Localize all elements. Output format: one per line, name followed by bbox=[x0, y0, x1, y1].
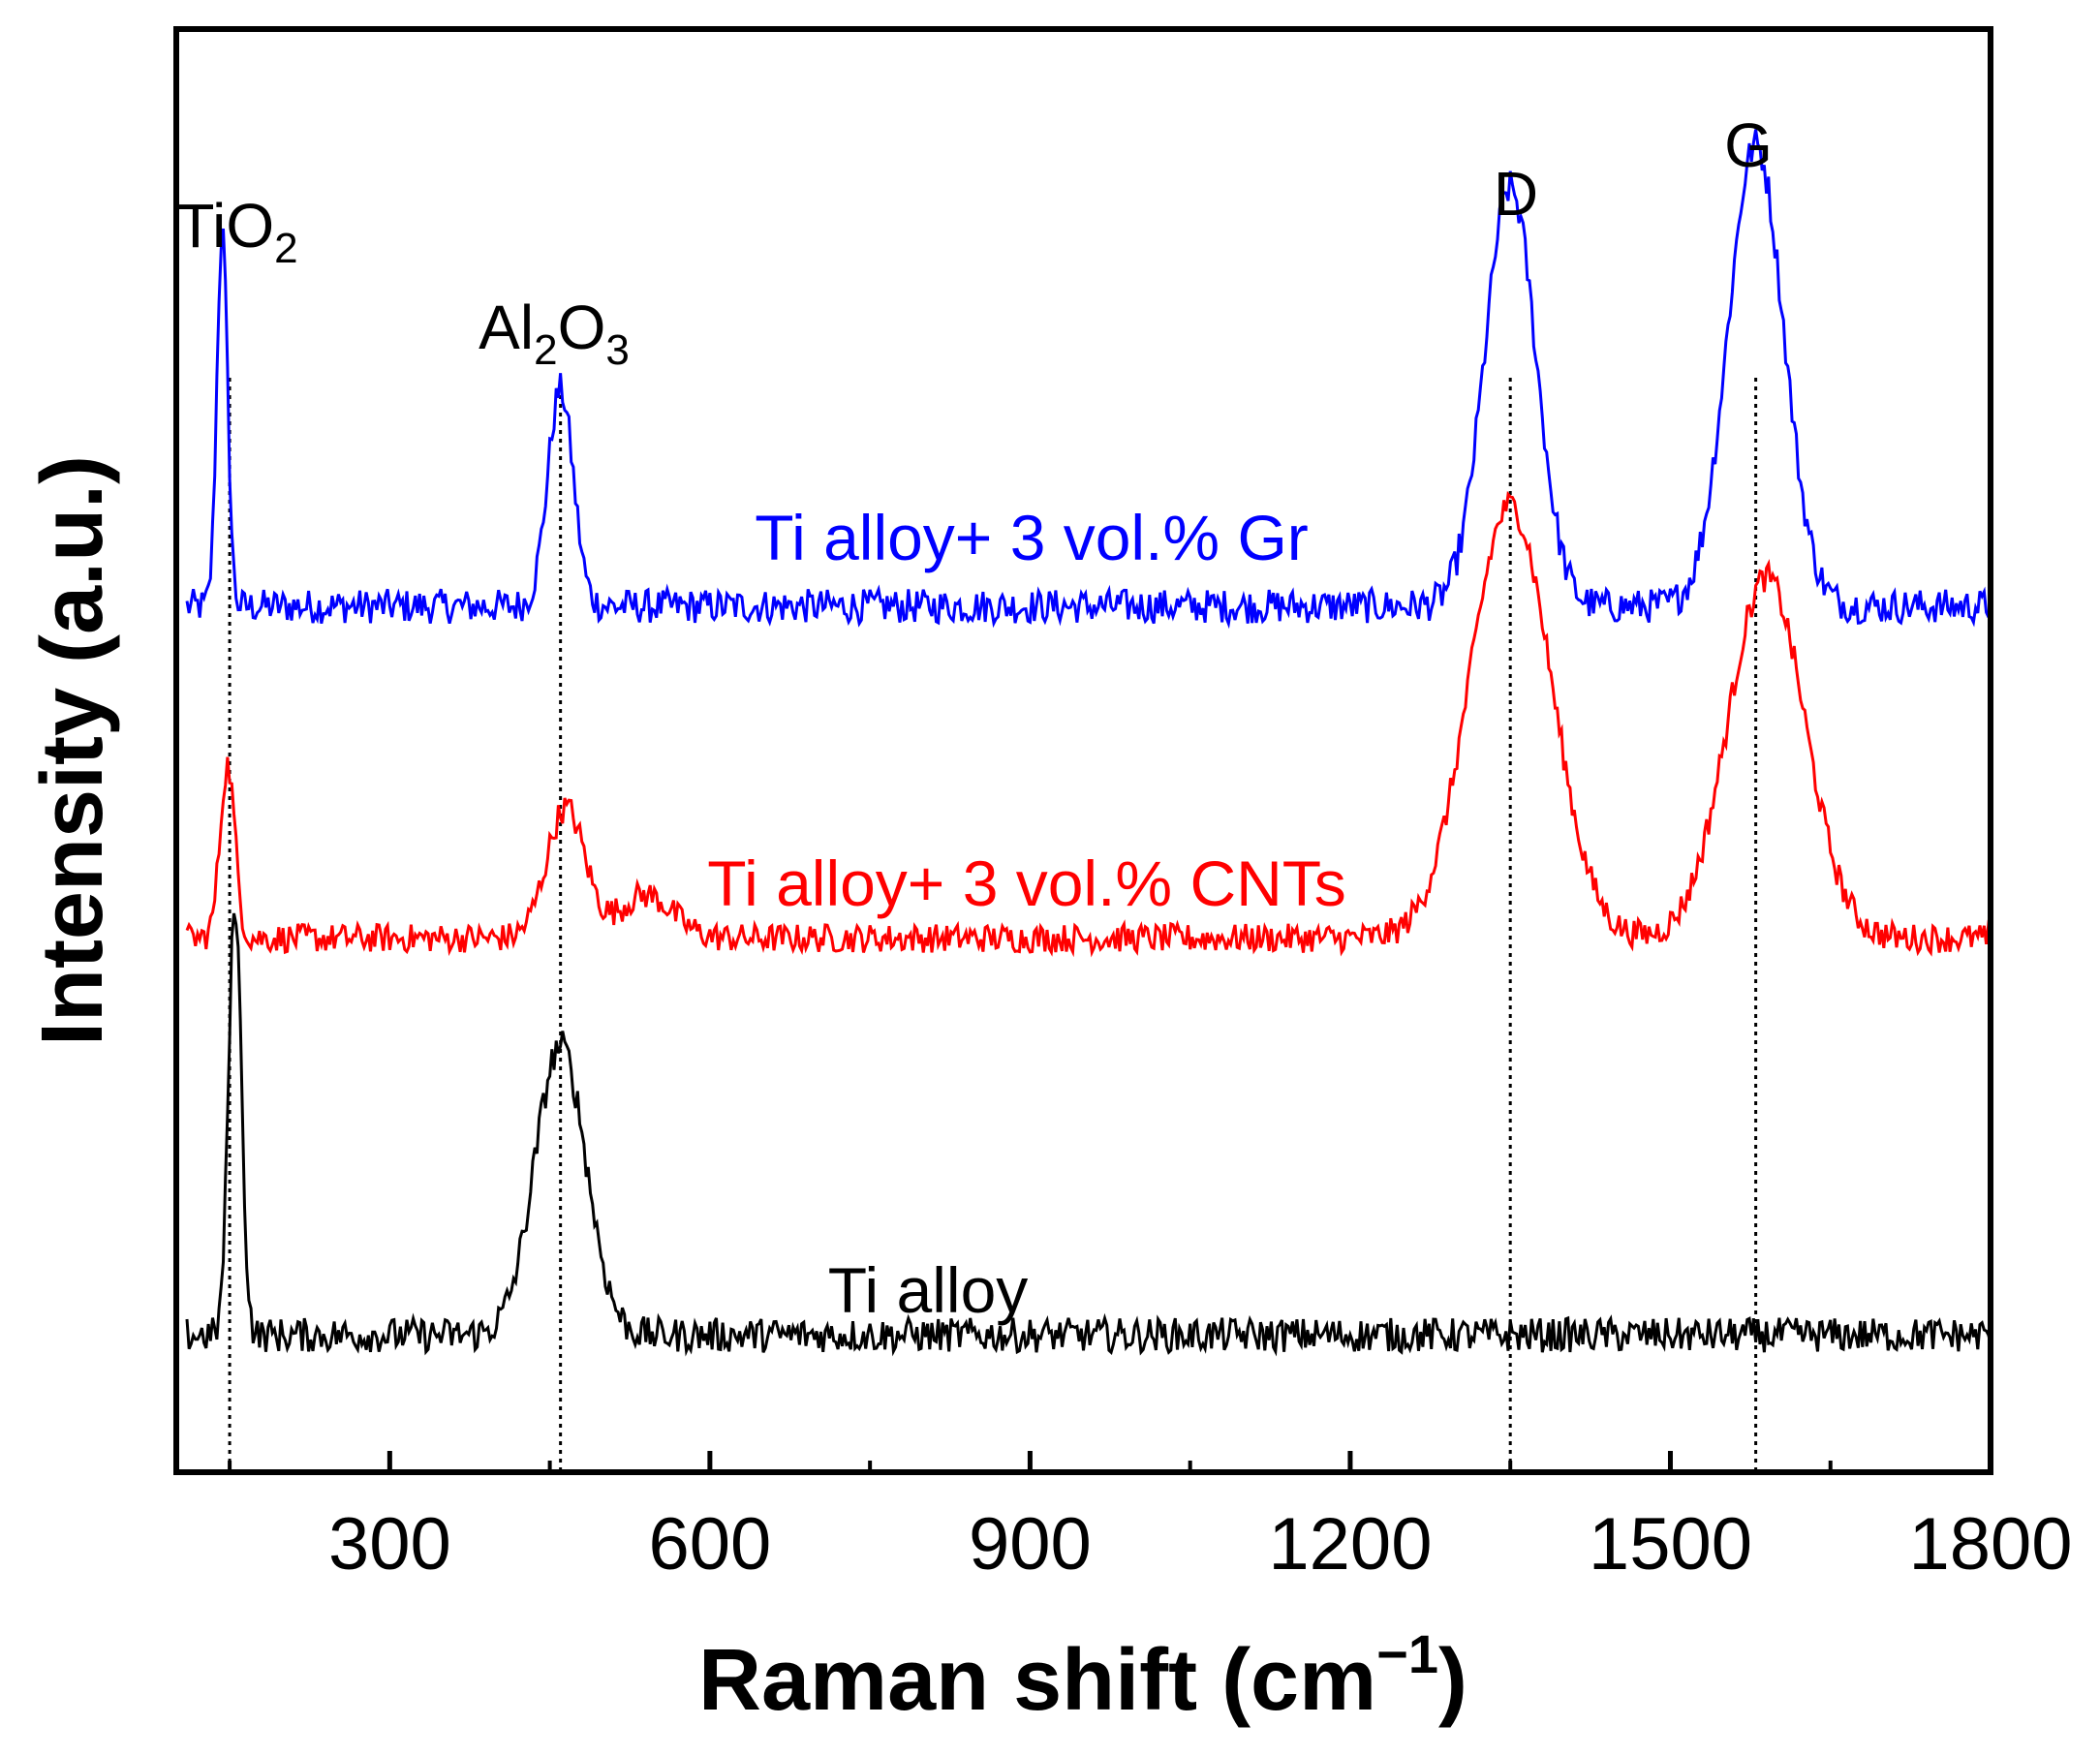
x-tick-label-1: 600 bbox=[648, 1503, 771, 1586]
series-label-0: Ti alloy+ 3 vol.% Gr bbox=[755, 502, 1309, 573]
peak-label-3-main: G bbox=[1724, 110, 1773, 180]
series-line-0 bbox=[185, 129, 1992, 630]
peak-label-1-main: Al bbox=[479, 293, 534, 362]
x-axis-title-close: ) bbox=[1438, 1632, 1467, 1729]
peak-label-2: D bbox=[1494, 159, 1538, 229]
x-axis-title: Raman shift (cm−1) bbox=[698, 1623, 1467, 1729]
peak-label-3: G bbox=[1724, 110, 1773, 180]
x-axis-title-superscript: −1 bbox=[1376, 1623, 1438, 1684]
x-axis-title-main: Raman shift (cm bbox=[698, 1632, 1376, 1729]
x-tick-label-3: 1200 bbox=[1268, 1503, 1432, 1586]
x-tick-label-0: 300 bbox=[328, 1503, 451, 1586]
peak-label-1-sub: 2 bbox=[534, 326, 557, 374]
x-axis-ticks: 300 600 900 1200 1500 1800 bbox=[228, 1451, 2073, 1586]
series-label-1: Ti alloy+ 3 vol.% CNTs bbox=[707, 847, 1346, 919]
x-tick-label-5: 1800 bbox=[1908, 1503, 2072, 1586]
peak-label-1-sub2: 3 bbox=[605, 326, 629, 374]
annotations: Ti alloy+ 3 vol.% Gr Ti alloy+ 3 vol.% CN… bbox=[176, 110, 1772, 1326]
series-label-2: Ti alloy bbox=[828, 1254, 1029, 1326]
series-line-1 bbox=[185, 490, 1992, 958]
series-line-2 bbox=[185, 912, 1992, 1357]
series-group bbox=[185, 129, 1992, 1357]
peak-label-0-main: TiO bbox=[176, 191, 274, 261]
plot-frame bbox=[173, 26, 1993, 1475]
peak-label-1-main2: O bbox=[558, 293, 606, 362]
x-tick-label-2: 900 bbox=[969, 1503, 1092, 1586]
peak-label-0-sub: 2 bbox=[274, 225, 297, 272]
peak-label-0: TiO2 bbox=[176, 191, 297, 272]
peak-label-1: Al2O3 bbox=[479, 293, 630, 374]
x-tick-label-4: 1500 bbox=[1589, 1503, 1752, 1586]
y-axis-title: Intensity (a.u.) bbox=[24, 455, 121, 1046]
peak-label-2-main: D bbox=[1494, 159, 1538, 229]
